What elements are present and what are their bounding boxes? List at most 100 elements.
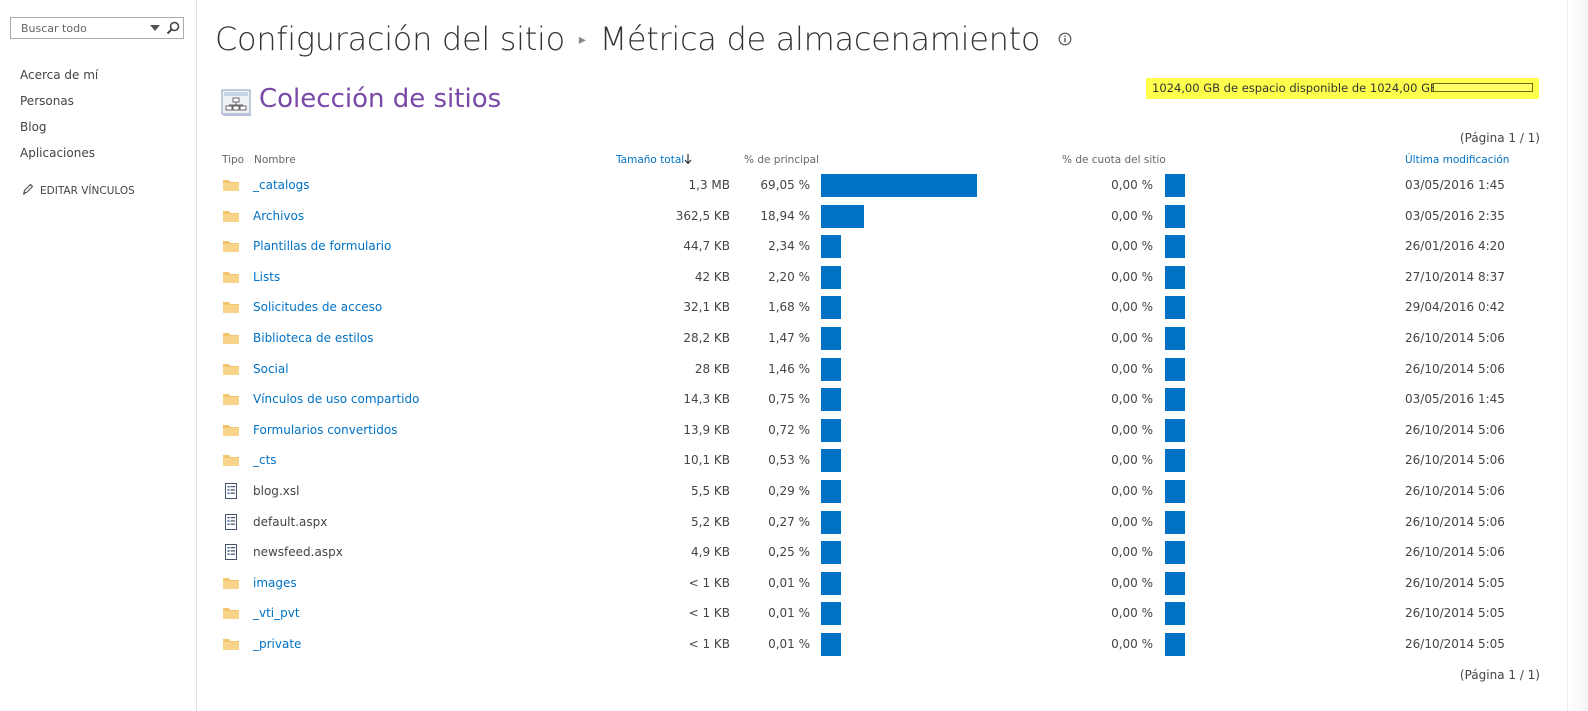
row-name[interactable]: Lists — [253, 269, 281, 284]
row-name[interactable]: _cts — [253, 453, 277, 468]
row-modified: 26/10/2014 5:06 — [1405, 484, 1505, 498]
file-icon — [225, 544, 237, 561]
row-total-size: 362,5 KB — [675, 208, 730, 223]
row-pct-parent: 0,25 % — [768, 545, 810, 560]
column-header-total-size[interactable]: Tamaño total — [616, 154, 692, 166]
pager-bottom: (Página 1 / 1) — [1459, 668, 1540, 682]
scrollbar[interactable] — [1567, 0, 1588, 711]
row-pct-quota: 0,00 % — [1111, 331, 1153, 345]
nav-item-apps[interactable]: Aplicaciones — [20, 146, 95, 160]
pct-quota-bar — [1165, 480, 1185, 503]
row-modified: 26/10/2014 5:06 — [1405, 331, 1505, 345]
row-name[interactable]: Vínculos de uso compartido — [253, 392, 420, 407]
pct-parent-bar — [821, 327, 841, 350]
row-name[interactable]: Plantillas de formulario — [253, 239, 392, 254]
pct-quota-bar — [1165, 571, 1185, 595]
row-name[interactable]: _private — [253, 637, 302, 651]
row-pct-quota: 0,00 % — [1111, 545, 1153, 560]
row-pct-parent: 0,53 % — [768, 453, 810, 468]
pct-quota-bar — [1165, 388, 1185, 412]
pct-parent-bar — [821, 602, 841, 626]
pct-parent-bar — [821, 388, 841, 412]
table-row: _cts 10,1 KB 0,53 % 0,00 % 26/10/2014 5:06 — [0, 446, 1588, 476]
pct-quota-bar — [1165, 204, 1185, 228]
row-name[interactable]: Biblioteca de estilos — [253, 331, 374, 345]
chevron-down-icon[interactable] — [149, 22, 161, 34]
pct-quota-bar — [1165, 541, 1185, 565]
row-total-size: 28 KB — [694, 361, 730, 376]
row-name[interactable]: Formularios convertidos — [253, 422, 398, 437]
pct-parent-bar — [821, 571, 841, 595]
row-pct-quota: 0,00 % — [1111, 606, 1153, 621]
pct-parent-bar — [821, 449, 841, 473]
row-pct-quota: 0,00 % — [1111, 361, 1153, 376]
pct-quota-bar — [1165, 418, 1185, 442]
pct-quota-bar — [1165, 174, 1185, 197]
search-icon[interactable] — [166, 21, 180, 35]
column-header-pct-quota: % de cuota del sitio — [1062, 154, 1166, 166]
row-pct-quota: 0,00 % — [1111, 392, 1153, 407]
row-modified: 03/05/2016 1:45 — [1405, 178, 1505, 192]
pct-parent-bar — [821, 174, 977, 197]
folder-icon — [223, 639, 239, 650]
row-pct-parent: 0,01 % — [768, 606, 810, 621]
row-pct-parent: 69,05 % — [760, 178, 810, 192]
table-row: images < 1 KB 0,01 % 0,00 % 26/10/2014 5:05 — [0, 569, 1588, 599]
folder-icon — [223, 271, 239, 283]
row-name: newsfeed.aspx — [253, 545, 343, 560]
quota-text: 1024,00 GB de espacio disponible de 1024… — [1152, 81, 1438, 95]
folder-icon — [223, 210, 239, 222]
row-name[interactable]: Archivos — [253, 208, 305, 223]
table-row: Formularios convertidos 13,9 KB 0,72 % 0,00… — [0, 416, 1588, 446]
info-icon[interactable] — [1058, 32, 1072, 46]
column-header-pct-parent: % de principal — [744, 154, 820, 166]
pct-parent-bar — [821, 204, 864, 228]
pct-quota-bar — [1165, 633, 1185, 656]
folder-icon — [223, 608, 239, 620]
nav-item-about-me[interactable]: Acerca de mí — [20, 68, 99, 82]
site-collection-title: Colección de sitios — [259, 84, 502, 114]
row-pct-quota: 0,00 % — [1111, 239, 1153, 254]
row-total-size: 4,9 KB — [691, 545, 730, 560]
nav-item-blog[interactable]: Blog — [20, 120, 47, 134]
row-name[interactable]: Social — [253, 361, 289, 376]
row-pct-parent: 0,29 % — [768, 484, 810, 498]
column-header-modified[interactable]: Última modificación — [1405, 154, 1510, 166]
file-icon — [225, 483, 237, 499]
pct-parent-bar — [821, 418, 841, 442]
folder-icon — [223, 302, 239, 314]
row-name[interactable]: _catalogs — [253, 178, 310, 192]
row-name[interactable]: Solicitudes de acceso — [253, 300, 383, 315]
pct-quota-bar — [1165, 235, 1185, 259]
search-box — [10, 17, 184, 39]
edit-links-button[interactable]: EDITAR VÍNCULOS — [22, 183, 135, 197]
breadcrumb-separator-icon: ▸ — [578, 32, 586, 48]
column-header-name: Nombre — [254, 154, 296, 166]
nav-item-people[interactable]: Personas — [20, 94, 74, 108]
row-pct-quota: 0,00 % — [1111, 269, 1153, 284]
row-total-size: 1,3 MB — [688, 178, 730, 192]
folder-icon — [223, 180, 239, 191]
row-name[interactable]: images — [253, 575, 297, 590]
row-total-size: 10,1 KB — [683, 453, 730, 468]
row-name: blog.xsl — [253, 484, 300, 498]
breadcrumb-current: Métrica de almacenamiento — [599, 20, 1041, 58]
left-navigation: Acerca de mí Personas Blog Aplicaciones … — [0, 0, 197, 711]
row-modified: 26/10/2014 5:05 — [1405, 637, 1505, 651]
breadcrumb-root[interactable]: Configuración del sitio — [215, 20, 565, 58]
pct-quota-bar — [1165, 357, 1185, 381]
row-pct-quota: 0,00 % — [1111, 484, 1153, 498]
row-pct-quota: 0,00 % — [1111, 178, 1153, 192]
row-pct-parent: 0,72 % — [768, 422, 810, 437]
row-name[interactable]: _vti_pvt — [253, 606, 300, 621]
row-modified: 26/10/2014 5:06 — [1405, 514, 1505, 529]
search-input[interactable] — [11, 18, 151, 38]
row-total-size: < 1 KB — [688, 637, 730, 651]
row-modified: 26/10/2014 5:05 — [1405, 606, 1505, 621]
folder-icon — [223, 455, 239, 467]
row-pct-parent: 0,01 % — [768, 575, 810, 590]
table-row: Vínculos de uso compartido 14,3 KB 0,75 % 0… — [0, 385, 1588, 415]
row-total-size: 28,2 KB — [683, 331, 730, 345]
pct-parent-bar — [821, 357, 841, 381]
row-modified: 26/01/2016 4:20 — [1405, 239, 1505, 254]
